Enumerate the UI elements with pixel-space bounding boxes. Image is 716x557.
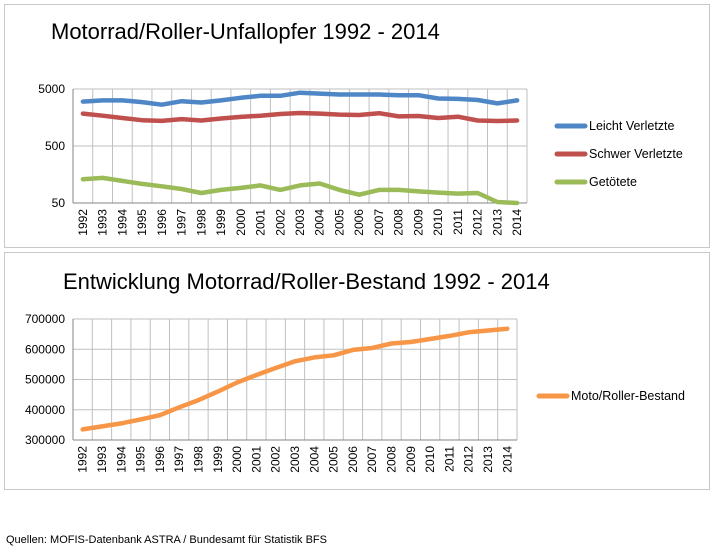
x-tick-label: 1998	[191, 446, 205, 473]
x-tick-label: 1993	[95, 446, 109, 473]
x-tick-label: 2010	[431, 209, 445, 236]
x-tick-label: 1993	[96, 209, 110, 236]
y-tick-label: 300000	[25, 433, 65, 447]
x-tick-label: 2011	[442, 446, 456, 472]
x-tick-label: 1999	[211, 446, 225, 473]
y-tick-label: 500000	[25, 373, 65, 387]
chart-title-stock: Entwicklung Motorrad/Roller-Bestand 1992…	[63, 269, 550, 294]
x-tick-label: 2007	[365, 446, 379, 473]
x-tick-label: 2014	[510, 209, 524, 236]
legend-label: Getötete	[589, 175, 637, 189]
legend-label: Schwer Verletzte	[589, 147, 683, 161]
x-tick-label: 2004	[307, 446, 321, 473]
x-tick-label: 1992	[76, 446, 90, 473]
x-tick-label: 2013	[490, 209, 504, 236]
x-tick-label: 2005	[332, 209, 346, 236]
x-tick-label: 2010	[423, 446, 437, 473]
x-tick-label: 2007	[372, 209, 386, 236]
x-tick-label: 2012	[462, 446, 476, 473]
x-tick-label: 1995	[134, 446, 148, 473]
x-tick-label: 2006	[346, 446, 360, 473]
x-tick-label: 1994	[115, 209, 129, 236]
x-tick-label: 2002	[273, 209, 287, 236]
legend-label: Moto/Roller-Bestand	[571, 389, 685, 403]
x-tick-label: 2002	[269, 446, 283, 473]
series-line-0	[80, 90, 520, 107]
source-note: Quellen: MOFIS-Datenbank ASTRA / Bundesa…	[6, 534, 327, 546]
y-tick-label: 700000	[25, 312, 65, 326]
x-tick-label: 1996	[155, 209, 169, 236]
x-tick-label: 1995	[135, 209, 149, 236]
x-tick-label: 2014	[500, 446, 514, 473]
y-tick-label: 50	[52, 196, 66, 210]
chart-title-accidents: Motorrad/Roller-Unfallopfer 1992 - 2014	[51, 19, 440, 44]
x-tick-label: 1999	[214, 209, 228, 236]
x-tick-label: 1996	[153, 446, 167, 473]
series-line-1	[80, 110, 520, 124]
chart-panel-stock: Entwicklung Motorrad/Roller-Bestand 1992…	[4, 252, 710, 490]
x-tick-label: 2008	[392, 209, 406, 236]
x-tick-label: 1998	[194, 209, 208, 236]
stock-chart: 300000 400000 500000 600000 700000 1992 1993 19…	[25, 312, 685, 473]
x-tick-label: 1997	[175, 209, 189, 236]
accidents-chart: 50 500 5000 1992 1993 1994 1995 1996 1997 1998 199…	[38, 82, 683, 236]
x-tick-label: 2001	[249, 446, 263, 473]
chart-panel-accidents: Motorrad/Roller-Unfallopfer 1992 - 2014 …	[4, 4, 710, 248]
x-tick-label: 1997	[172, 446, 186, 473]
series-line-2	[80, 175, 520, 206]
x-tick-label: 2009	[404, 446, 418, 473]
y-tick-label: 600000	[25, 342, 65, 356]
x-tick-label: 2000	[230, 446, 244, 473]
x-tick-label: 2006	[352, 209, 366, 236]
x-tick-label: 1992	[76, 209, 90, 236]
x-tick-label: 2012	[471, 209, 485, 236]
x-tick-label: 2004	[313, 209, 327, 236]
x-tick-label: 2005	[327, 446, 341, 473]
x-tick-label: 2001	[254, 209, 268, 236]
x-tick-label: 2013	[481, 446, 495, 473]
y-tick-label: 400000	[25, 403, 65, 417]
x-tick-label: 2008	[385, 446, 399, 473]
legend-label: Leicht Verletzte	[589, 119, 675, 133]
x-tick-label: 2003	[288, 446, 302, 473]
x-tick-label: 2009	[411, 209, 425, 236]
y-tick-label: 500	[45, 139, 65, 153]
x-tick-label: 2011	[451, 209, 465, 235]
x-tick-label: 2003	[293, 209, 307, 236]
x-tick-label: 2000	[234, 209, 248, 236]
y-tick-label: 5000	[38, 82, 65, 96]
x-tick-label: 1994	[114, 446, 128, 473]
